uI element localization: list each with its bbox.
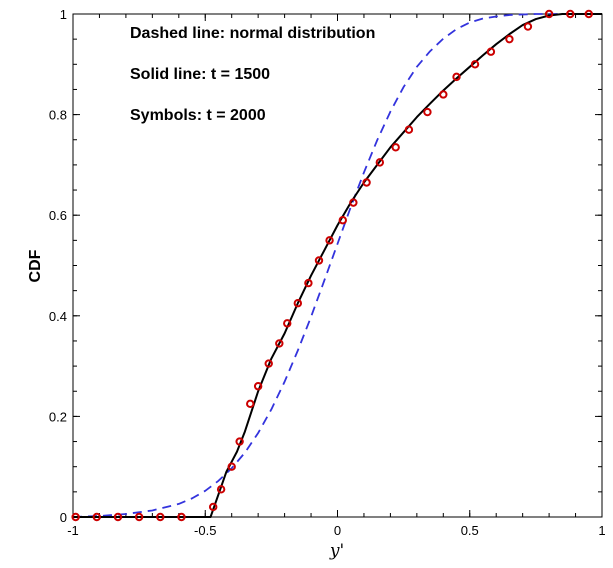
marker-t2000 <box>404 125 414 134</box>
marker-t2000 <box>92 512 102 522</box>
x-tick-label: 0.5 <box>461 523 479 538</box>
y-tick-label: 0.2 <box>49 409 67 424</box>
x-tick-label: -0.5 <box>194 523 216 538</box>
marker-t2000 <box>227 462 236 471</box>
plot-area-frame <box>72 13 603 518</box>
y-tick-label: 0.4 <box>49 309 67 324</box>
x-tick-label: 1 <box>598 523 605 538</box>
marker-t2000 <box>523 22 533 31</box>
marker-t2000 <box>338 216 347 225</box>
y-axis-ticks: 0 0.2 0.4 0.6 0.8 1 <box>49 7 602 525</box>
marker-t2000 <box>293 299 303 308</box>
x-tick-label: 0 <box>334 523 341 538</box>
annotation-symbols: Symbols: t = 2000 <box>130 107 266 124</box>
marker-t2000 <box>452 72 461 82</box>
marker-t2000 <box>584 9 593 19</box>
marker-t2000 <box>349 198 358 207</box>
x-tick-label: -1 <box>67 523 79 538</box>
marker-t2000 <box>235 437 244 446</box>
marker-t2000 <box>134 512 144 522</box>
marker-t2000 <box>375 158 385 167</box>
marker-t2000 <box>253 382 263 391</box>
marker-t2000 <box>362 178 371 187</box>
y-tick-label: 0.6 <box>49 208 67 223</box>
marker-t2000 <box>246 399 255 409</box>
y-tick-label: 0 <box>60 510 67 525</box>
series-layer <box>71 9 602 522</box>
marker-t2000 <box>423 107 432 117</box>
marker-t2000 <box>314 256 324 265</box>
y-axis-title: CDF <box>27 249 44 282</box>
marker-t2000 <box>470 60 480 69</box>
marker-t2000 <box>505 34 514 44</box>
marker-t2000 <box>391 143 400 152</box>
marker-t2000 <box>113 512 123 522</box>
marker-t2000 <box>486 47 496 56</box>
y-tick-label: 0.8 <box>49 108 67 123</box>
x-axis-title: y' <box>329 541 344 561</box>
marker-t2000 <box>177 512 186 522</box>
y-tick-label: 1 <box>60 7 67 22</box>
t1500-line <box>73 13 602 518</box>
normal-distribution-line <box>72 13 602 518</box>
marker-t2000 <box>216 485 226 494</box>
marker-t2000 <box>566 9 575 19</box>
marker-t2000 <box>544 9 554 19</box>
x-axis-ticks: -1 -0.5 0 0.5 1 <box>67 14 606 538</box>
marker-t2000 <box>325 236 334 245</box>
marker-t2000 <box>156 512 165 522</box>
marker-t2000 <box>208 502 218 512</box>
marker-t2000 <box>283 319 292 328</box>
marker-t2000 <box>71 512 80 522</box>
annotation-solid: Solid line: t = 1500 <box>130 66 270 83</box>
marker-t2000 <box>264 359 273 368</box>
marker-t2000 <box>304 278 313 288</box>
annotation-dashed: Dashed line: normal distribution <box>130 25 375 42</box>
marker-t2000 <box>439 90 448 99</box>
marker-t2000 <box>275 339 284 348</box>
